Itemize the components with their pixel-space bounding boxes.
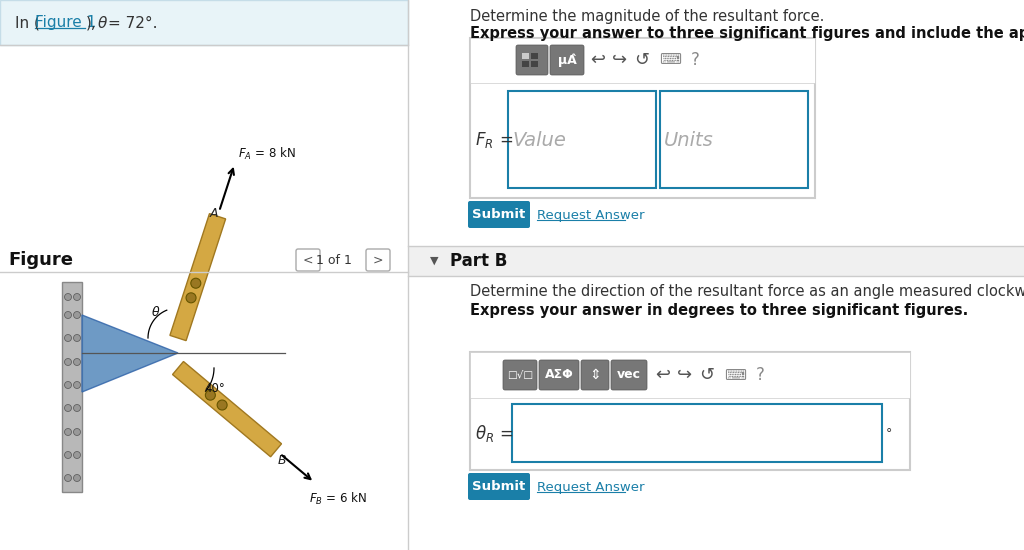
- Text: $\theta_R\,=$: $\theta_R\,=$: [475, 424, 514, 444]
- Circle shape: [190, 278, 201, 288]
- Text: ↩: ↩: [655, 366, 671, 384]
- FancyBboxPatch shape: [539, 360, 579, 390]
- Circle shape: [65, 311, 72, 318]
- Circle shape: [74, 294, 81, 300]
- Circle shape: [65, 428, 72, 436]
- Text: Units: Units: [664, 131, 714, 150]
- Bar: [470, 352, 910, 398]
- Bar: [508, 91, 656, 188]
- Text: ),: ),: [86, 15, 96, 30]
- Circle shape: [217, 400, 227, 410]
- Text: In (: In (: [15, 15, 40, 30]
- Text: Express your answer in degrees to three significant figures.: Express your answer in degrees to three …: [470, 303, 969, 318]
- Circle shape: [74, 382, 81, 388]
- Polygon shape: [172, 361, 282, 457]
- Bar: [470, 352, 910, 470]
- Bar: [62, 282, 82, 492]
- Text: Submit: Submit: [472, 481, 525, 493]
- Text: ?: ?: [756, 366, 765, 384]
- Text: >: >: [373, 254, 383, 267]
- Bar: [531, 61, 538, 67]
- FancyBboxPatch shape: [611, 360, 647, 390]
- Bar: [470, 38, 815, 83]
- Text: B: B: [279, 454, 287, 467]
- Bar: [522, 61, 529, 67]
- FancyBboxPatch shape: [296, 249, 319, 271]
- Bar: [408, 246, 1024, 276]
- Text: Determine the magnitude of the resultant force.: Determine the magnitude of the resultant…: [470, 9, 824, 24]
- Circle shape: [65, 452, 72, 459]
- Text: = 72°.: = 72°.: [108, 15, 158, 30]
- Text: <: <: [303, 254, 313, 267]
- Circle shape: [65, 475, 72, 481]
- Text: ?: ?: [690, 51, 699, 69]
- Text: ⌨: ⌨: [724, 367, 746, 382]
- Text: ↪: ↪: [612, 51, 628, 69]
- Text: 1 of 1: 1 of 1: [316, 254, 352, 267]
- Bar: [531, 53, 538, 59]
- FancyBboxPatch shape: [366, 249, 390, 271]
- Text: $\theta$: $\theta$: [97, 15, 109, 31]
- Text: Figure: Figure: [8, 251, 73, 269]
- Bar: [512, 404, 882, 462]
- FancyBboxPatch shape: [516, 45, 548, 75]
- Bar: [522, 53, 529, 59]
- Polygon shape: [82, 315, 178, 392]
- Bar: [470, 38, 815, 198]
- Text: A: A: [210, 207, 218, 220]
- Circle shape: [65, 382, 72, 388]
- Bar: [660, 91, 808, 188]
- Circle shape: [65, 404, 72, 411]
- FancyBboxPatch shape: [468, 201, 530, 228]
- Text: $F_B$ = 6 kN: $F_B$ = 6 kN: [309, 491, 367, 507]
- Circle shape: [65, 359, 72, 366]
- Text: 40°: 40°: [204, 382, 224, 394]
- Circle shape: [65, 334, 72, 342]
- Text: $F_A$ = 8 kN: $F_A$ = 8 kN: [238, 146, 295, 162]
- Text: Value: Value: [512, 131, 566, 150]
- Text: vec: vec: [617, 368, 641, 382]
- Text: Figure 1: Figure 1: [35, 15, 96, 30]
- Circle shape: [74, 359, 81, 366]
- FancyBboxPatch shape: [503, 360, 537, 390]
- Text: $F_R\,=$: $F_R\,=$: [475, 130, 513, 151]
- Circle shape: [74, 404, 81, 411]
- Circle shape: [186, 293, 196, 303]
- Text: □√□: □√□: [507, 370, 534, 380]
- Circle shape: [74, 311, 81, 318]
- Circle shape: [74, 452, 81, 459]
- Text: AΣΦ: AΣΦ: [545, 368, 573, 382]
- Text: ↺: ↺: [699, 366, 715, 384]
- Circle shape: [206, 390, 215, 400]
- Circle shape: [74, 475, 81, 481]
- Text: Submit: Submit: [472, 208, 525, 222]
- Circle shape: [74, 428, 81, 436]
- Circle shape: [74, 334, 81, 342]
- Text: $\theta$: $\theta$: [152, 305, 161, 319]
- Text: Request Answer: Request Answer: [537, 208, 644, 222]
- Text: ↪: ↪: [678, 366, 692, 384]
- Text: Determine the direction of the resultant force as an angle measured clockwise fr: Determine the direction of the resultant…: [470, 284, 1024, 299]
- Text: ↩: ↩: [591, 51, 605, 69]
- Text: Express your answer to three significant figures and include the appropriate uni: Express your answer to three significant…: [470, 26, 1024, 41]
- Text: ↺: ↺: [635, 51, 649, 69]
- Text: ⌨: ⌨: [659, 52, 681, 68]
- FancyBboxPatch shape: [550, 45, 584, 75]
- Polygon shape: [170, 213, 225, 340]
- Text: Request Answer: Request Answer: [537, 481, 644, 493]
- Text: Part B: Part B: [450, 252, 507, 270]
- Text: ▼: ▼: [430, 256, 438, 266]
- FancyBboxPatch shape: [468, 473, 530, 500]
- Circle shape: [65, 294, 72, 300]
- Text: °: °: [886, 427, 892, 441]
- Text: μÂ: μÂ: [558, 53, 577, 67]
- FancyBboxPatch shape: [581, 360, 609, 390]
- Bar: [0, 0, 408, 45]
- Text: ⇕: ⇕: [589, 368, 601, 382]
